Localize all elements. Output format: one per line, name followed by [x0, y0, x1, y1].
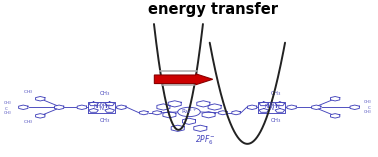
- Text: N: N: [270, 103, 274, 107]
- Text: N: N: [270, 106, 274, 111]
- Text: HN: HN: [273, 104, 280, 109]
- Text: CH$_3$: CH$_3$: [3, 100, 12, 107]
- Text: CH$_3$: CH$_3$: [363, 108, 372, 116]
- Text: CH$_3$: CH$_3$: [23, 89, 33, 96]
- Text: 2PF$_6^-$: 2PF$_6^-$: [195, 133, 217, 147]
- Text: CH$_3$: CH$_3$: [270, 116, 282, 125]
- Text: Ru$^{2+}$: Ru$^{2+}$: [181, 107, 197, 116]
- Text: N: N: [100, 103, 104, 107]
- Text: CH$_3$: CH$_3$: [3, 109, 12, 116]
- Text: C: C: [367, 106, 370, 110]
- Text: NH: NH: [264, 104, 272, 109]
- Text: CH$_3$: CH$_3$: [99, 89, 111, 98]
- Text: C: C: [5, 107, 8, 111]
- Text: NH: NH: [94, 104, 102, 109]
- Text: HN: HN: [102, 104, 110, 109]
- Text: energy transfer: energy transfer: [149, 2, 279, 17]
- Text: CH$_3$: CH$_3$: [99, 116, 111, 125]
- Text: CH$_3$: CH$_3$: [363, 99, 372, 106]
- FancyArrow shape: [154, 74, 213, 85]
- Text: CH$_3$: CH$_3$: [270, 89, 282, 98]
- Text: CH$_3$: CH$_3$: [23, 118, 33, 126]
- Text: N: N: [100, 106, 104, 111]
